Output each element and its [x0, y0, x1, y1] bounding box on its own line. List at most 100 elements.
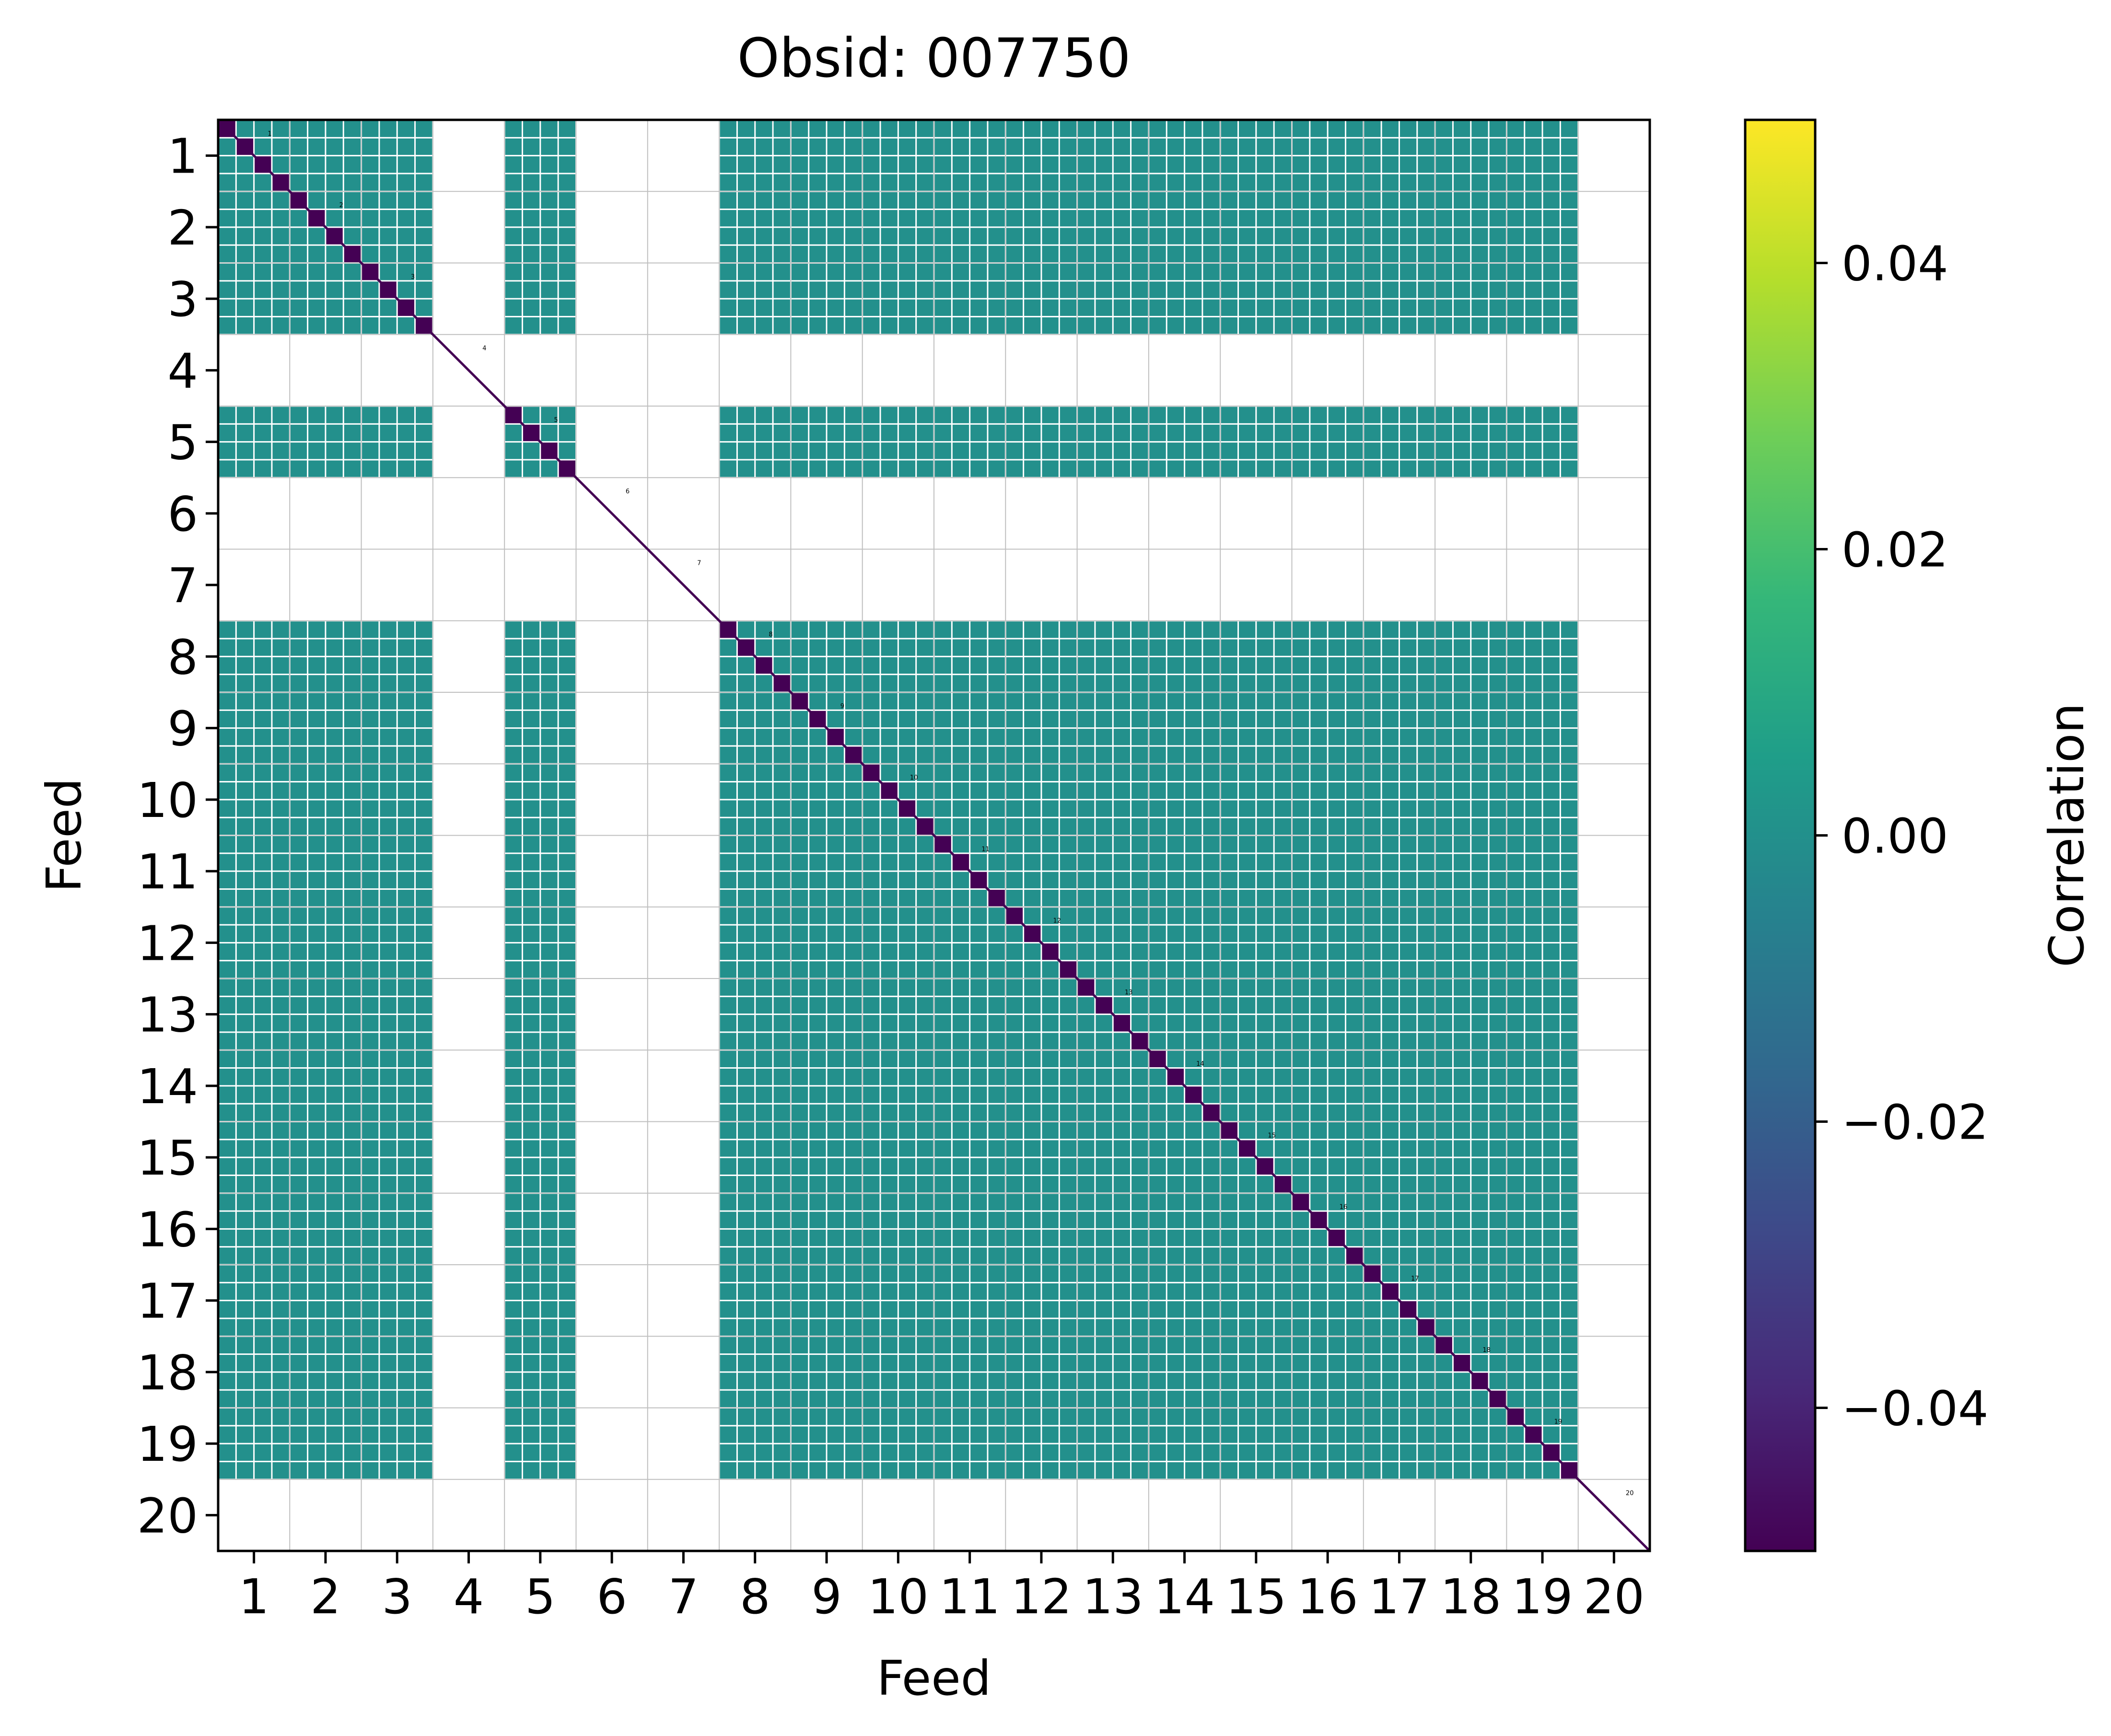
heatmap-cell: [1113, 800, 1131, 817]
heatmap-cell: [505, 979, 522, 996]
heatmap-cell: [791, 872, 808, 888]
heatmap-cell: [1096, 711, 1112, 728]
heatmap-cell: [1024, 818, 1041, 835]
heatmap-cell: [1185, 407, 1202, 423]
heatmap-block-17-1: [219, 1265, 289, 1336]
heatmap-cell: [845, 925, 862, 942]
heatmap-cell: [255, 639, 271, 656]
heatmap-cell: [523, 317, 540, 334]
heatmap-cell: [559, 657, 575, 674]
heatmap-cell: [1364, 424, 1381, 442]
heatmap-cell: [255, 908, 271, 924]
heatmap-cell: [541, 1033, 558, 1049]
heatmap-cell: [1006, 782, 1023, 799]
heatmap-cell: [898, 1194, 916, 1211]
heatmap-cell: [1328, 1069, 1345, 1085]
heatmap-cell: [863, 908, 880, 924]
heatmap-cell: [255, 424, 271, 442]
heatmap-cell: [1078, 961, 1095, 978]
heatmap-block-10-2: [290, 764, 361, 835]
heatmap-cell: [1364, 1194, 1381, 1211]
heatmap-cell: [1453, 729, 1470, 746]
heatmap-cell: [272, 693, 289, 710]
heatmap-cell: [326, 746, 343, 763]
heatmap-cell: [559, 1033, 575, 1049]
heatmap-cell: [1293, 711, 1309, 728]
heatmap-cell: [845, 192, 862, 209]
heatmap-block-12-15: [1221, 908, 1291, 978]
heatmap-cell: [1042, 908, 1059, 924]
heatmap-block-19-2: [290, 1409, 361, 1479]
heatmap-cell: [737, 228, 755, 245]
heatmap-cell: [219, 979, 235, 996]
heatmap-cell: [1131, 174, 1148, 191]
heatmap-cell: [505, 1050, 522, 1068]
heatmap-cell: [756, 908, 772, 924]
heatmap-cell: [720, 120, 736, 137]
heatmap-cell: [970, 1390, 987, 1407]
heatmap-cell: [1131, 460, 1148, 477]
heatmap-cell: [845, 317, 862, 334]
heatmap-cell: [1078, 1373, 1095, 1389]
heatmap-cell: [988, 281, 1005, 298]
heatmap-cell: [791, 281, 808, 298]
heatmap-cell: [934, 1050, 951, 1068]
heatmap-block-15-19: [1507, 1122, 1578, 1193]
heatmap-cell: [1006, 800, 1023, 817]
heatmap-cell: [1507, 1301, 1524, 1318]
heatmap-cell: [1346, 943, 1363, 960]
heatmap-cell: [362, 1069, 379, 1085]
heatmap-cell: [970, 424, 987, 442]
heatmap-cell: [1489, 1140, 1506, 1157]
heatmap-cell: [1525, 997, 1542, 1014]
heatmap-cell: [397, 1462, 415, 1479]
heatmap-cell: [255, 1462, 271, 1479]
heatmap-cell: [863, 281, 880, 298]
heatmap-cell: [541, 1265, 558, 1282]
heatmap-cell: [380, 120, 397, 137]
heatmap-cell: [255, 228, 271, 245]
heatmap-cell: [863, 1086, 880, 1103]
heatmap-block-9-10: [863, 693, 933, 763]
heatmap-cell: [559, 1390, 575, 1407]
heatmap-cell: [1435, 1069, 1452, 1085]
heatmap-cell: [952, 1122, 969, 1139]
heatmap-cell: [881, 943, 898, 960]
heatmap-cell: [1257, 889, 1273, 907]
heatmap-cell: [1149, 657, 1166, 674]
heatmap-cell: [541, 1212, 558, 1228]
heatmap-cell: [1185, 1015, 1202, 1032]
heatmap-cell: [1060, 1247, 1077, 1264]
heatmap-cell: [1096, 228, 1112, 245]
heatmap-cell: [290, 836, 307, 853]
heatmap-cell: [952, 1176, 969, 1193]
heatmap-cell: [1185, 854, 1202, 871]
heatmap-cell: [397, 889, 415, 907]
heatmap-cell: [290, 1319, 307, 1336]
heatmap-cell: [970, 1015, 987, 1032]
heatmap-cell: [1382, 1373, 1399, 1389]
heatmap-cell: [1185, 675, 1202, 692]
heatmap-cell: [1453, 245, 1470, 262]
heatmap-cell: [1239, 657, 1256, 674]
heatmap-cell: [898, 281, 916, 298]
heatmap-cell: [1167, 138, 1184, 155]
heatmap-cell: [1024, 1158, 1041, 1175]
heatmap-cell: [1257, 1355, 1273, 1372]
heatmap-cell: [1042, 245, 1059, 262]
heatmap-cell: [523, 657, 540, 674]
heatmap-cell: [1096, 460, 1112, 477]
heatmap-cell: [773, 1337, 790, 1354]
heatmap-cell: [1274, 1390, 1291, 1407]
heatmap-cell: [1239, 228, 1256, 245]
heatmap-cell: [1489, 245, 1506, 262]
heatmap-cell: [1328, 1122, 1345, 1139]
heatmap-cell: [1274, 657, 1291, 674]
heatmap-cell: [1113, 997, 1131, 1014]
heatmap-cell: [1060, 1069, 1077, 1085]
heatmap-cell: [1078, 925, 1095, 942]
heatmap-cell: [1221, 1069, 1238, 1085]
plot-frame: [217, 118, 1651, 1552]
heatmap-cell: [1131, 800, 1148, 817]
heatmap-cell: [344, 693, 361, 710]
